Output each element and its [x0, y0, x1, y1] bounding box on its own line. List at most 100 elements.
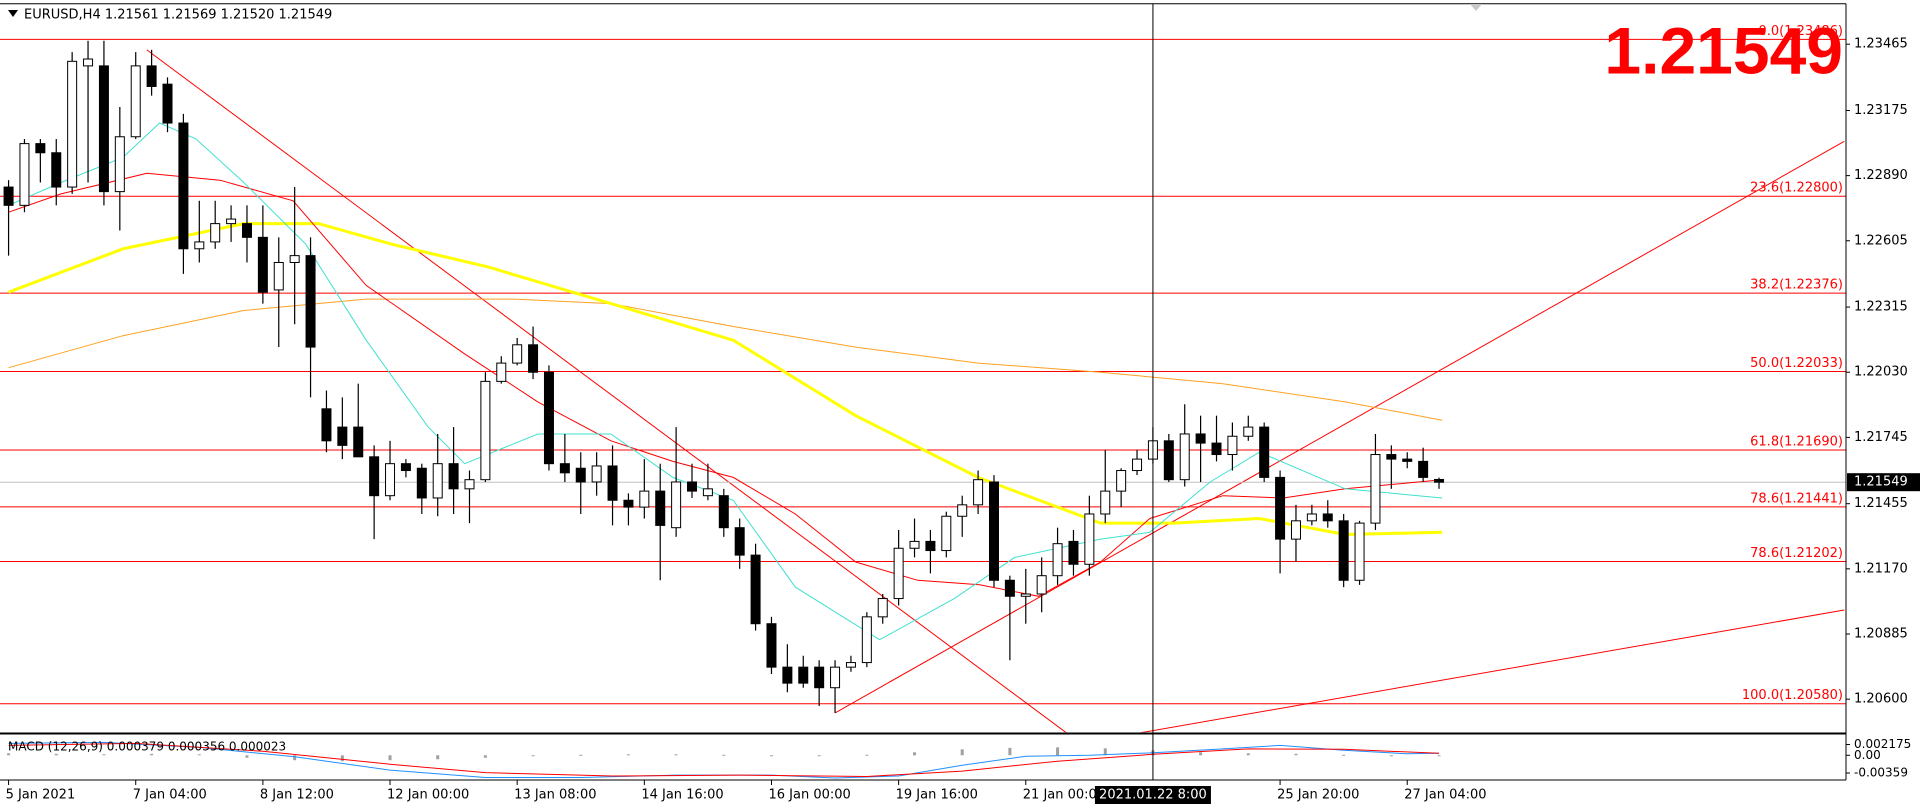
candle-body	[305, 255, 316, 348]
candle-body	[655, 490, 666, 526]
macd-histogram-bar	[531, 755, 535, 757]
macd-line	[8, 742, 1440, 778]
macd-histogram-bar	[1437, 755, 1441, 757]
moving-average	[8, 172, 1443, 597]
macd-histogram-bar	[150, 753, 154, 756]
fib-label: 78.6(1.21202)	[1750, 546, 1843, 561]
macd-line	[8, 741, 1440, 779]
macd-histogram-bar	[1199, 752, 1203, 756]
candle-body	[1179, 433, 1190, 481]
candle-body	[1100, 490, 1111, 515]
candle-body	[1275, 476, 1286, 540]
macd-histogram-bar	[865, 754, 869, 756]
candle-body	[1132, 458, 1143, 472]
candle-body	[909, 540, 920, 549]
candle-body	[480, 380, 491, 481]
fib-label: 38.2(1.22376)	[1750, 278, 1843, 293]
trendline	[1140, 609, 1845, 733]
candle-body	[1370, 454, 1381, 524]
macd-y-tick-label: 0.00	[1854, 748, 1881, 762]
candle-body	[369, 456, 380, 497]
macd-histogram-bar	[1008, 747, 1012, 756]
fib-label: 23.6(1.22800)	[1750, 181, 1843, 196]
candle-body	[130, 65, 141, 138]
candle-body	[925, 540, 936, 552]
candle-body	[1386, 454, 1397, 460]
x-tick-label: 16 Jan 00:00	[768, 788, 850, 803]
macd-histogram-bar	[913, 752, 917, 756]
macd-histogram-bar	[293, 755, 297, 761]
candle-body	[1418, 460, 1429, 478]
candle-body	[19, 143, 30, 206]
macd-histogram-bar	[197, 754, 201, 756]
candle-body	[448, 463, 459, 490]
macd-histogram-bar	[579, 754, 583, 756]
moving-average	[8, 298, 1443, 421]
candle-body	[114, 136, 125, 193]
bid-label-bg	[1847, 473, 1920, 492]
macd-y-tick-label: 0.002175	[1854, 737, 1911, 751]
candle-body	[1306, 513, 1317, 522]
candle-body	[321, 408, 332, 442]
macd-histogram-bar	[483, 755, 487, 758]
x-tick-label: 25 Jan 20:00	[1277, 788, 1359, 803]
fib-label: 0.0(1.23486)	[1758, 24, 1843, 39]
candle-body	[1322, 513, 1333, 522]
macd-histogram-bar	[340, 755, 344, 762]
chart-header: EURUSD,H4 1.21561 1.21569 1.21520 1.2154…	[24, 8, 332, 23]
x-tick-label: 13 Jan 08:00	[514, 788, 596, 803]
y-tick-label: 1.21170	[1854, 561, 1908, 576]
x-tick-label: 8 Jan 12:00	[260, 788, 334, 803]
macd-histogram-bar	[245, 755, 249, 758]
moving-average	[8, 222, 1443, 537]
y-tick-label: 1.23175	[1854, 103, 1908, 118]
menu-arrow[interactable]	[8, 10, 18, 17]
macd-histogram-bar	[7, 753, 11, 756]
candle-body	[591, 465, 602, 483]
macd-histogram-bar	[54, 753, 58, 756]
candle-body	[1163, 440, 1174, 481]
candle-body	[671, 481, 682, 529]
macd-label: MACD (12,26,9) 0.000379 0.000356 0.00002…	[8, 740, 286, 754]
candle-body	[1052, 543, 1063, 577]
candle-body	[1243, 426, 1254, 437]
candle-body	[750, 554, 761, 625]
y-tick-label: 1.22890	[1854, 168, 1908, 183]
candle-body	[241, 223, 252, 238]
candle-body	[83, 58, 94, 67]
candle-body	[607, 465, 618, 501]
candle-body	[496, 362, 507, 382]
macd-histogram-bar	[1294, 753, 1298, 756]
trendline	[146, 49, 1067, 733]
candle-body	[400, 463, 411, 472]
candle-body	[1211, 442, 1222, 456]
candle-body	[814, 666, 825, 689]
candle-body	[973, 479, 984, 506]
candle-body	[385, 463, 396, 497]
candle-body	[1068, 540, 1079, 565]
candle-body	[1020, 593, 1031, 597]
candle-body	[1195, 433, 1206, 444]
macd-histogram-bar	[769, 755, 773, 757]
candle-body	[226, 218, 237, 225]
y-tick-label: 1.22605	[1854, 233, 1908, 248]
y-tick-label: 1.21455	[1854, 496, 1908, 511]
candle-body	[35, 143, 46, 154]
macd-histogram-bar	[1246, 753, 1250, 756]
macd-histogram-bar	[674, 754, 678, 756]
shift-marker	[1470, 4, 1482, 11]
candle-body	[988, 481, 999, 581]
macd-y-tick-label: -0.00359	[1854, 766, 1908, 780]
candle-body	[1004, 579, 1015, 597]
macd-histogram-bar	[436, 755, 440, 760]
y-tick-label: 1.22030	[1854, 365, 1908, 380]
macd-histogram-bar	[102, 754, 106, 756]
candle-body	[289, 255, 300, 263]
y-tick-label: 1.21745	[1854, 430, 1908, 445]
candle-body	[575, 467, 586, 483]
candle-body	[766, 623, 777, 668]
trendline	[834, 140, 1845, 714]
candle-body	[687, 481, 698, 492]
